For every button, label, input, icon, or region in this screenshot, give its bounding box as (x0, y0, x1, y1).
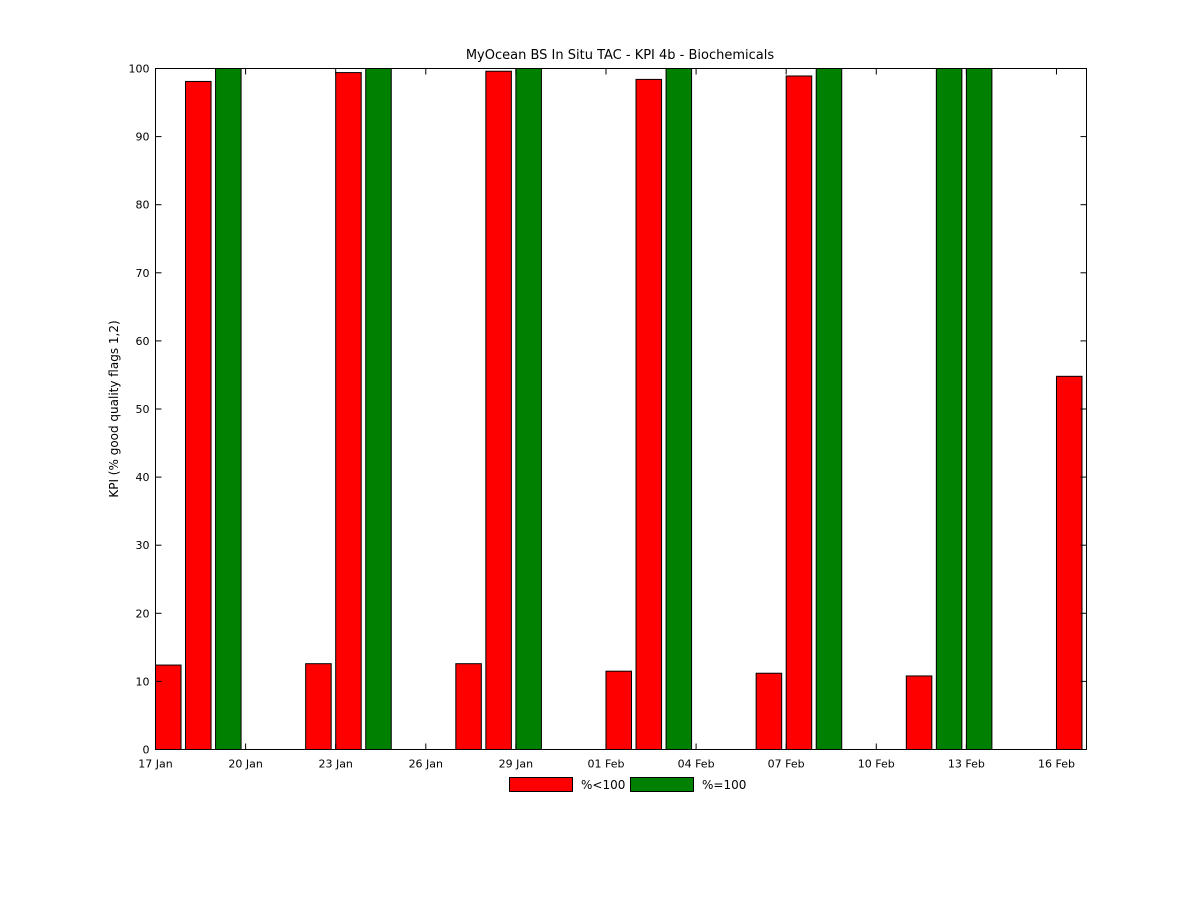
bar-series1-5 (935, 68, 963, 750)
x-tick-label-5: 01 Feb (587, 758, 624, 771)
bar-series0-6 (605, 670, 633, 750)
y-tick-label-9: 90 (136, 131, 150, 144)
legend-swatch-0 (509, 777, 573, 792)
x-tick-label-9: 13 Feb (948, 758, 985, 771)
y-tick-label-8: 80 (136, 199, 150, 212)
x-tick-label-10: 16 Feb (1038, 758, 1075, 771)
bar-series0-9 (785, 75, 813, 751)
ticks-layer: 17 Jan 20 Jan 23 Jan 26 Jan 29 Jan 01 Feb 04 F… (129, 63, 1087, 771)
bar-series1-6 (965, 68, 993, 750)
x-tick-label-1: 20 Jan (228, 758, 262, 771)
legend-swatch-1 (630, 777, 694, 792)
chart-title: MyOcean BS In Situ TAC - KPI 4b - Bioche… (466, 48, 775, 63)
bar-series0-0 (155, 664, 182, 750)
bar-series1-0 (215, 68, 242, 750)
bar-series0-8 (755, 672, 783, 750)
bar-series1-3 (665, 68, 693, 750)
y-tick-label-2: 20 (136, 607, 150, 620)
x-tick-label-3: 26 Jan (409, 758, 443, 771)
bar-series0-4 (455, 663, 482, 750)
bar-series0-7 (635, 78, 663, 750)
bar-series0-10 (905, 675, 933, 751)
bar-series0-5 (485, 70, 512, 751)
bar-series0-11 (1055, 375, 1083, 750)
x-tick-label-8: 10 Feb (858, 758, 895, 771)
y-tick-label-1: 10 (136, 675, 150, 688)
x-tick-label-6: 04 Feb (678, 758, 715, 771)
bars-layer (155, 68, 1083, 751)
plot-frame (155, 68, 1087, 750)
bar-series1-2 (515, 68, 542, 750)
legend-label-0: %<100 (581, 778, 625, 792)
y-axis-label: KPI (% good quality flags 1,2) (107, 320, 121, 497)
y-tick-label-10: 100 (129, 63, 150, 76)
x-tick-label-2: 23 Jan (318, 758, 352, 771)
bar-series1-1 (365, 68, 392, 750)
x-tick-label-7: 07 Feb (768, 758, 805, 771)
y-tick-label-4: 40 (136, 471, 150, 484)
y-tick-label-3: 30 (136, 539, 150, 552)
bar-series0-3 (335, 72, 362, 750)
bar-series1-4 (815, 68, 843, 750)
x-tick-label-4: 29 Jan (499, 758, 533, 771)
bar-series0-2 (305, 663, 332, 750)
bar-series0-1 (185, 80, 212, 750)
y-tick-label-0: 0 (143, 744, 150, 757)
y-tick-label-5: 50 (136, 403, 150, 416)
x-tick-label-0: 17 Jan (138, 758, 172, 771)
y-tick-label-7: 70 (136, 267, 150, 280)
y-tick-label-6: 60 (136, 335, 150, 348)
legend: %<100 %=100 (509, 777, 746, 792)
legend-label-1: %=100 (702, 778, 746, 792)
